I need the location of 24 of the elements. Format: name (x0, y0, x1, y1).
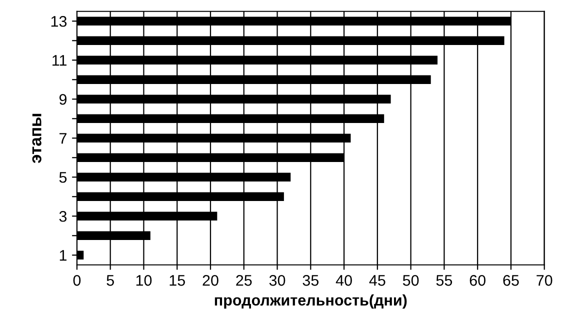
x-tick-label: 40 (336, 275, 352, 286)
x-tick-label: 15 (170, 275, 185, 286)
x-tick-label: 5 (106, 275, 114, 286)
x-tick-label: 20 (202, 275, 218, 286)
x-tick-label: 25 (236, 275, 252, 286)
x-tick-label: 30 (269, 275, 286, 286)
y-tick-label: 9 (59, 94, 67, 105)
y-axis-title: этапы (32, 114, 42, 164)
y-tick-label: 13 (51, 16, 67, 27)
y-tick-label: 1 (60, 250, 66, 261)
y-tick-label: 11 (52, 55, 66, 66)
x-tick-label: 10 (136, 275, 152, 286)
x-tick-label: 45 (369, 275, 386, 286)
x-tick-label: 50 (402, 275, 419, 286)
x-tick-label: 55 (436, 275, 452, 286)
y-tick-label: 3 (59, 210, 67, 222)
y-tick-label: 5 (59, 172, 67, 183)
x-tick-label: 35 (302, 275, 319, 286)
x-axis-title: продолжительность(дни) (214, 294, 407, 309)
y-tick-label: 7 (60, 133, 66, 144)
x-tick-label: 65 (503, 275, 519, 286)
x-tick-label: 70 (536, 275, 552, 286)
x-tick-label: 60 (470, 275, 486, 286)
x-tick-label: 0 (73, 275, 81, 286)
